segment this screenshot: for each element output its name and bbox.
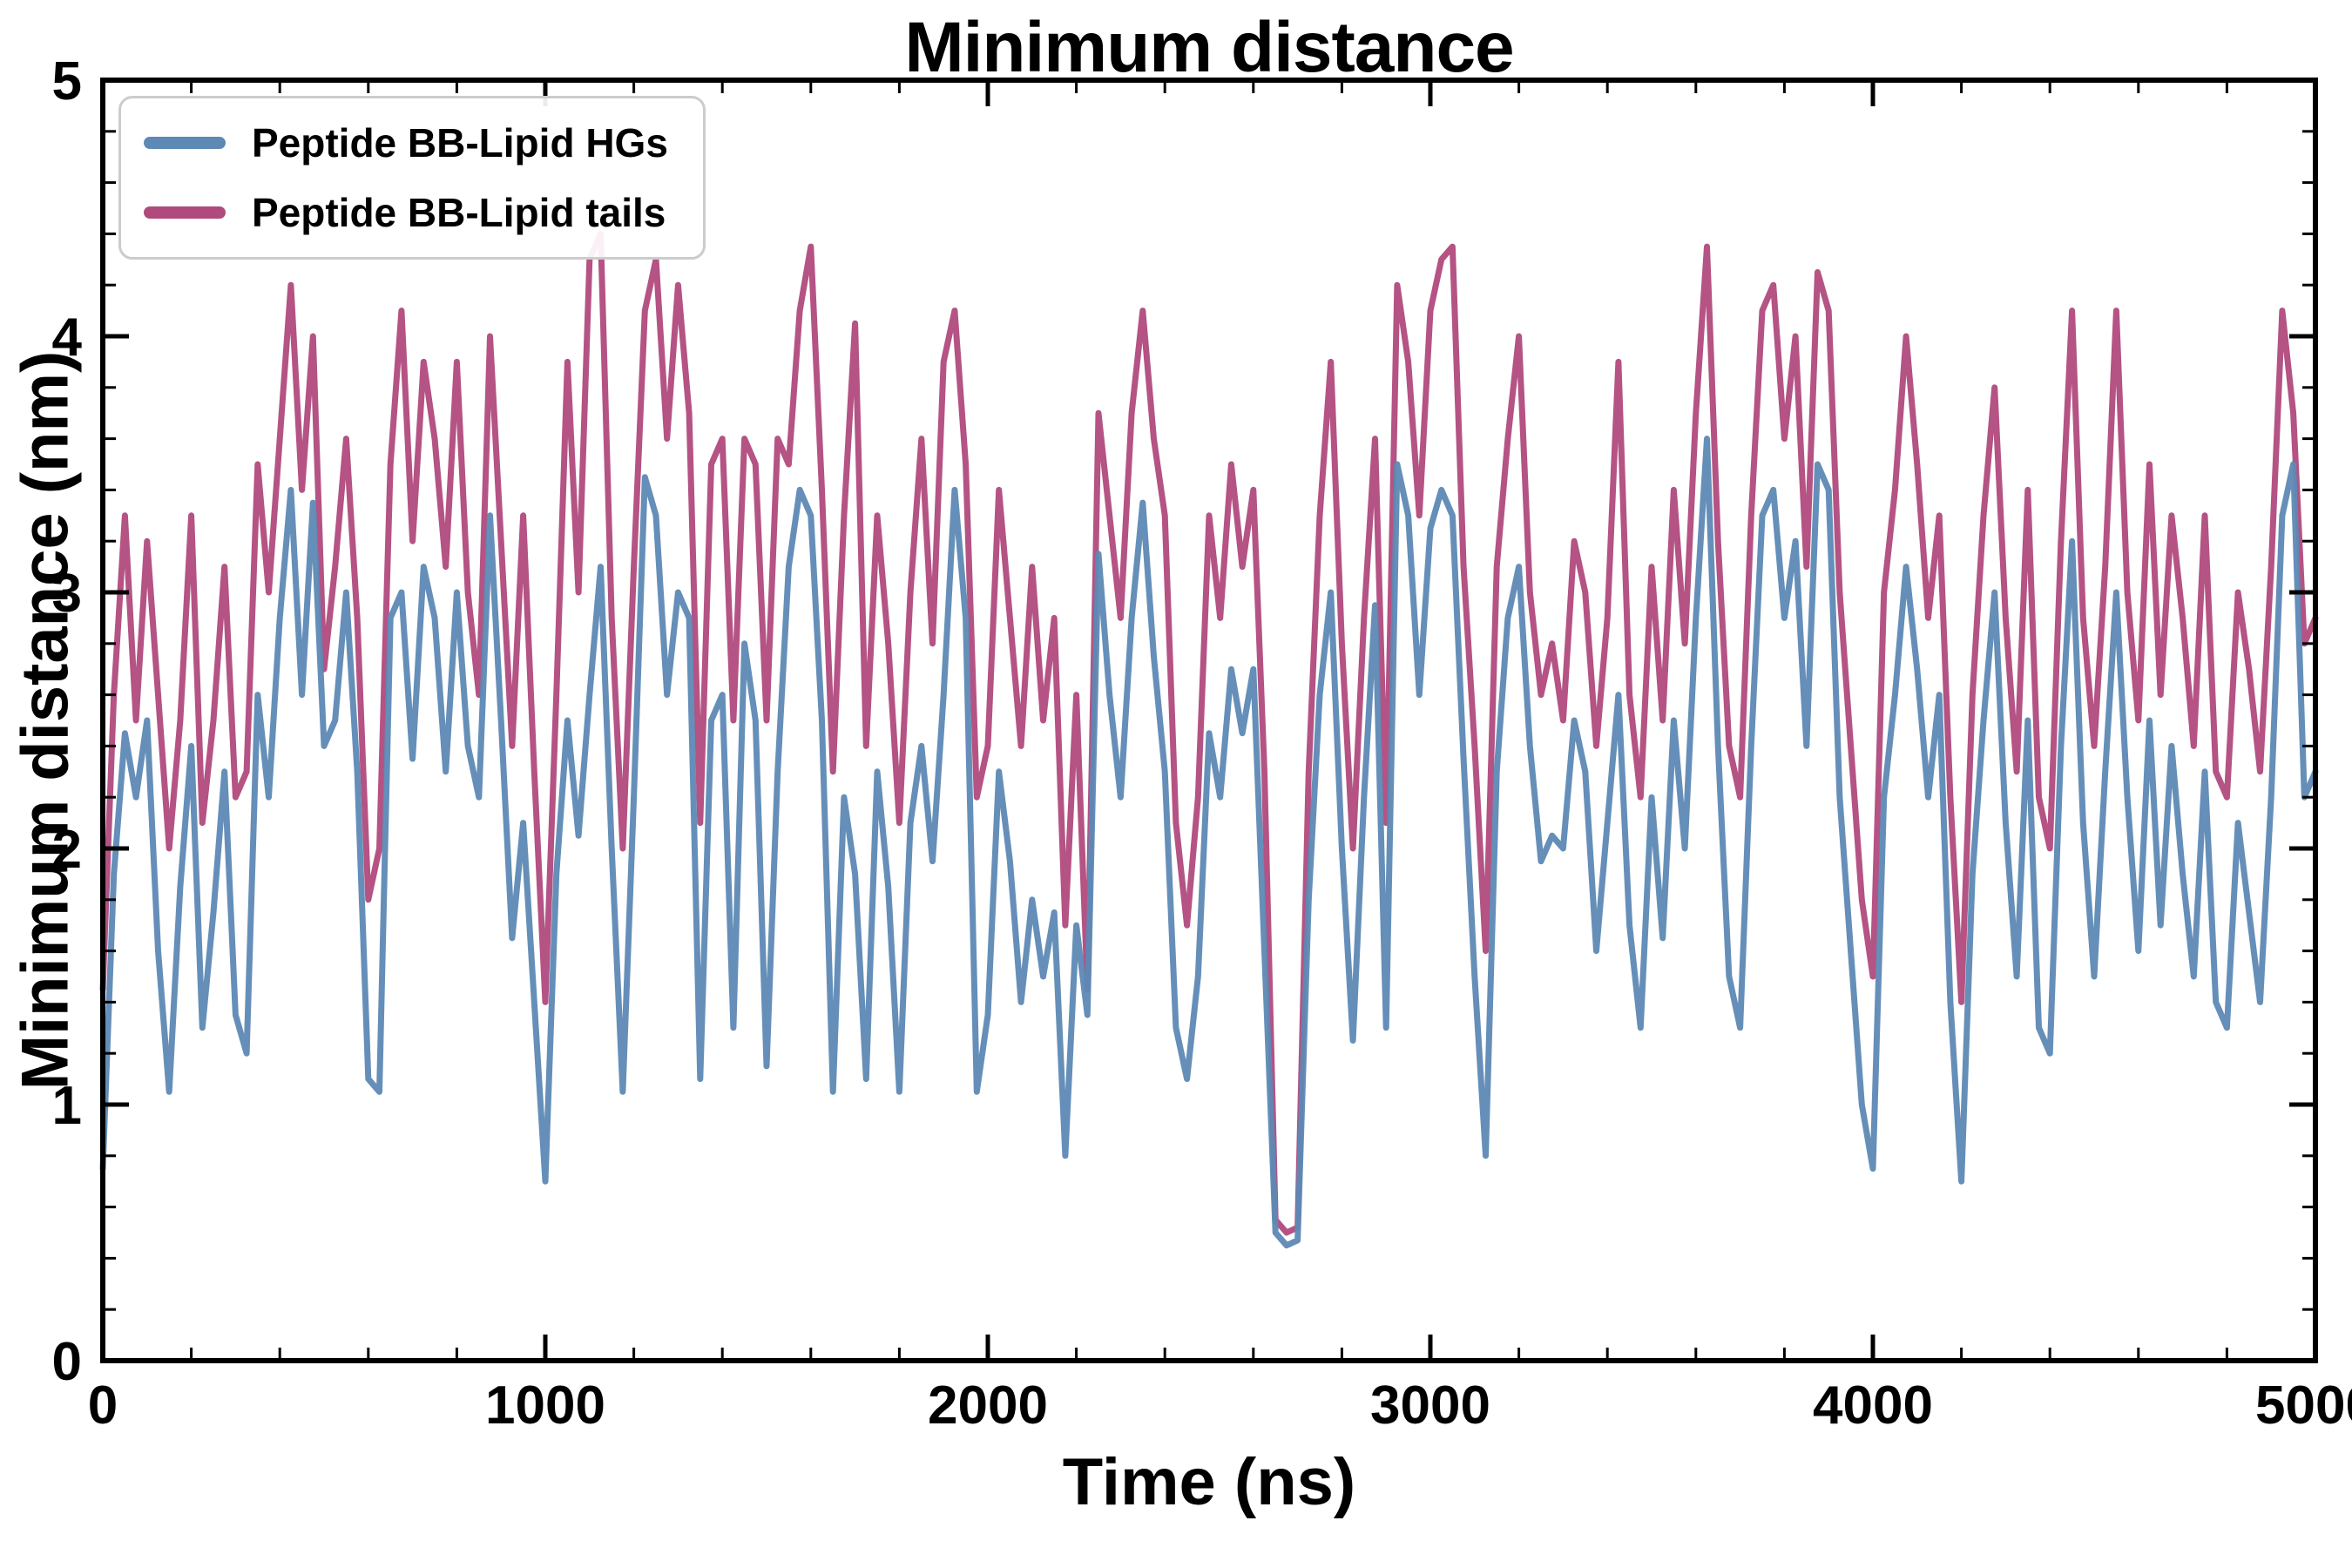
legend-swatch-tails-line — [144, 206, 226, 219]
chart-title: Minimum distance — [904, 8, 1514, 87]
x-tick-label: 0 — [88, 1375, 118, 1436]
legend-item-hgs: Peptide BB-Lipid HGs — [144, 119, 668, 166]
legend-item-tails: Peptide BB-Lipid tails — [144, 189, 668, 236]
x-tick-label: 2000 — [928, 1375, 1048, 1436]
series-line-0 — [99, 436, 2319, 1249]
y-tick-label: 5 — [52, 51, 82, 112]
legend-label-hgs: Peptide BB-Lipid HGs — [252, 120, 668, 166]
x-tick-label: 3000 — [1370, 1375, 1490, 1436]
legend-swatch-hgs-line — [144, 137, 226, 149]
y-tick-label: 1 — [52, 1076, 82, 1136]
axes-frame — [100, 78, 2318, 1363]
series-line-1 — [99, 230, 2319, 1236]
x-tick-label: 4000 — [1813, 1375, 1933, 1436]
legend: Peptide BB-Lipid HGs Peptide BB-Lipid ta… — [118, 96, 706, 260]
legend-label-tails: Peptide BB-Lipid tails — [252, 190, 666, 235]
x-tick-label: 1000 — [485, 1375, 605, 1436]
y-tick-label: 4 — [52, 308, 83, 368]
y-axis-label: Minimum distance (nm) — [8, 350, 83, 1091]
y-tick-label: 3 — [52, 564, 82, 624]
x-axis-label: Time (ns) — [1062, 1445, 1356, 1519]
y-tick-label: 0 — [52, 1332, 82, 1392]
y-tick-label: 2 — [52, 820, 82, 880]
